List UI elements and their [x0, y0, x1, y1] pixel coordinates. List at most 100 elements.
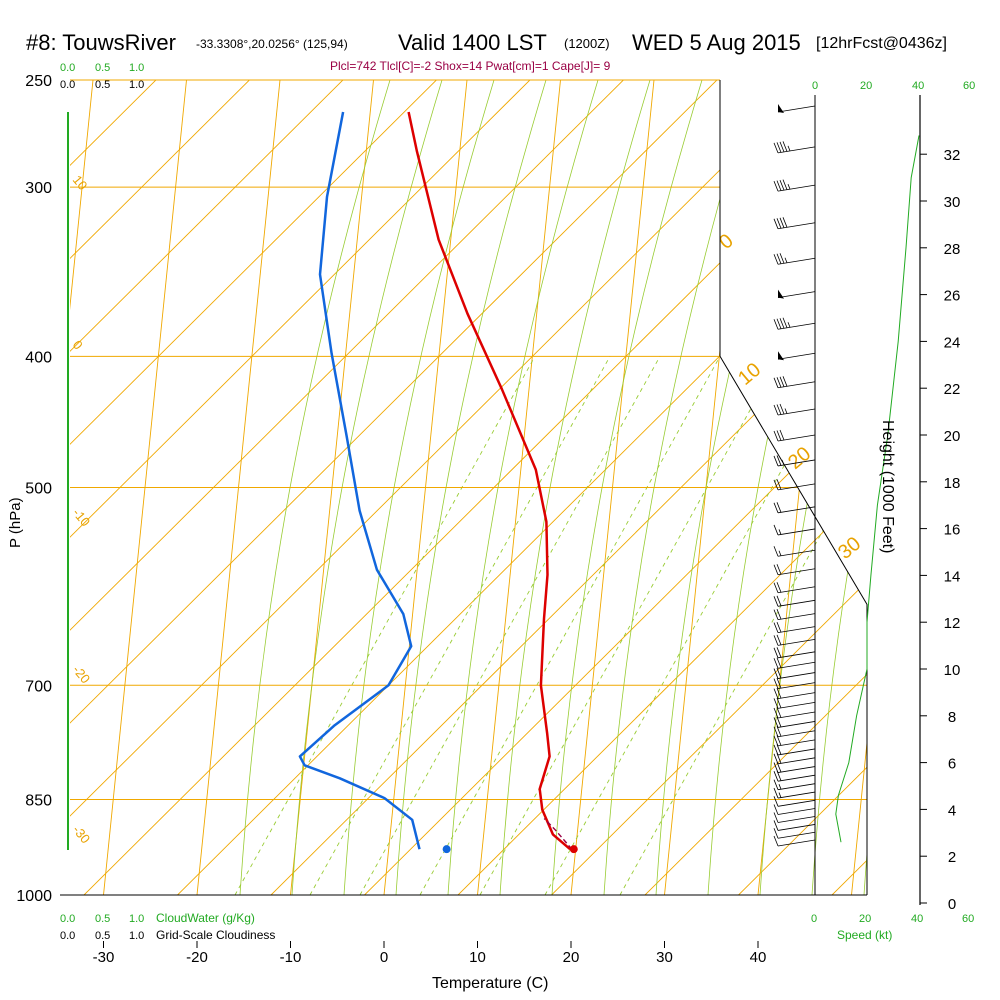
wind-barb: [773, 564, 816, 576]
barb-flag: [776, 142, 782, 153]
height-tick-label: 30: [944, 194, 961, 211]
barb-flag: [776, 621, 782, 633]
barb-flag: [776, 716, 782, 728]
speed-bottom-green-1: 60: [962, 913, 974, 925]
dry-adiabat-line: [177, 80, 867, 895]
dry-adiabat-line: [70, 80, 354, 895]
wind-barb: [773, 317, 816, 330]
wind-barb: [773, 804, 816, 815]
wind-barb: [773, 429, 816, 442]
x-tick-label: -30: [93, 949, 115, 966]
barb-flag: [773, 564, 779, 575]
barb-shaft: [777, 692, 816, 699]
cloudwater-top-1: 0.5: [95, 62, 110, 74]
barb-shaft: [777, 661, 816, 669]
wind-speed-panel: [835, 135, 920, 843]
mixing-ratio-line: [419, 356, 721, 895]
speed-top-black-0: 0: [812, 80, 818, 92]
wind-barb: [773, 595, 816, 607]
barb-shaft: [777, 774, 816, 782]
wind-barb: [773, 647, 816, 659]
barb-flag: [773, 698, 779, 709]
barb-flag: [773, 609, 779, 620]
wind-barb: [773, 835, 816, 847]
cloudwater-top-0: 0.0: [60, 62, 75, 74]
dry-adiabat-line: [70, 80, 728, 895]
barb-flag: [773, 658, 779, 669]
wind-barb: [773, 770, 816, 782]
barb-shaft: [777, 839, 816, 847]
barb-flag: [776, 479, 782, 490]
barb-flag: [776, 455, 782, 466]
barb-shaft: [777, 799, 816, 807]
barb-flag: [782, 317, 788, 328]
barb-shaft: [777, 626, 816, 634]
dry-adiabat-line: [70, 80, 634, 895]
wind-barb: [773, 546, 816, 557]
barb-half-flag: [778, 529, 782, 535]
isotherm-line: [851, 80, 867, 895]
barb-shaft: [777, 791, 816, 799]
cloud-scale-bottom: 0.0 0.5 1.0 CloudWater (g/Kg) 0.0 0.5 1.…: [60, 911, 275, 942]
barb-flag: [773, 635, 779, 646]
pressure-tick-label: 500: [25, 481, 52, 498]
pressure-tick-label: 1000: [16, 888, 52, 905]
barb-flag: [779, 253, 785, 264]
barb-shaft: [777, 257, 816, 265]
wind-barb: [773, 502, 816, 514]
height-tick-label: 8: [948, 709, 956, 726]
barb-flag: [776, 253, 782, 264]
adiabat-label: 10: [734, 359, 765, 390]
barb-flag: [773, 524, 779, 536]
pressure-tick-label: 850: [25, 792, 52, 809]
barb-flag: [782, 141, 788, 152]
barb-flag: [773, 820, 779, 831]
cloudiness-bottom-2: 1.0: [129, 930, 144, 942]
barb-shaft: [777, 748, 816, 756]
height-tick-label: 32: [944, 147, 961, 164]
barb-shaft: [777, 408, 816, 416]
wind-barb: [773, 217, 816, 230]
height-tick-label: 28: [944, 241, 961, 258]
wind-barb: [773, 621, 816, 634]
height-tick-label: 6: [948, 756, 956, 773]
wind-speed-profile-line: [835, 135, 920, 843]
moist-adiabat-line: [239, 80, 391, 895]
barb-flag: [776, 430, 782, 441]
barb-flag: [776, 404, 782, 415]
speed-top-green-2: 60: [963, 80, 975, 92]
barb-shaft: [777, 739, 816, 747]
plot-frame: [60, 80, 868, 896]
barb-shaft: [777, 672, 816, 679]
barb-flag: [773, 430, 779, 442]
surface-temperature-marker: [569, 845, 578, 854]
adiabat-label: 20: [784, 443, 815, 474]
barb-flag: [773, 622, 779, 633]
barb-flag: [773, 668, 779, 679]
barb-flag: [773, 218, 779, 229]
barb-flag: [773, 796, 779, 807]
cloudiness-top-1: 0.5: [95, 79, 110, 91]
x-tick-label: 20: [563, 949, 580, 966]
wind-barb: [773, 253, 816, 265]
barb-flag: [776, 753, 782, 764]
barb-shaft: [777, 459, 816, 467]
barb-flag: [776, 502, 782, 513]
barb-flag: [773, 479, 779, 490]
speed-top-green-1: 40: [912, 80, 924, 92]
mixing-ratio-line: [234, 356, 536, 895]
dry-adiabat-line: [551, 80, 867, 895]
moist-adiabat-line: [395, 80, 547, 895]
barb-flag: [773, 647, 779, 658]
barb-flag: [773, 835, 779, 847]
cloudwater-top-2: 1.0: [129, 62, 144, 74]
isotherm-label: -20: [70, 662, 94, 686]
pressure-tick-label: 300: [25, 180, 52, 197]
wind-barb: [777, 351, 816, 361]
moist-adiabat-line: [499, 80, 651, 895]
barb-shaft: [777, 701, 816, 709]
barb-shaft: [777, 816, 816, 823]
barb-shaft: [777, 586, 816, 594]
height-tick-label: 12: [944, 615, 961, 632]
wind-barb: [773, 179, 816, 192]
